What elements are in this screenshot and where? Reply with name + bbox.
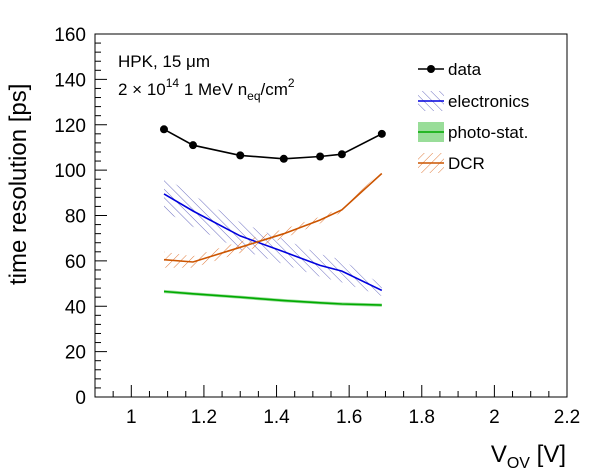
annotation-mid: 1 MeV n	[179, 80, 247, 99]
x-tick-label: 1.6	[336, 407, 362, 428]
legend-item-photo-stat: photo-stat.	[418, 122, 528, 142]
y-tick-labels: 0 20 40 60 80 100 120 140 160	[54, 25, 86, 409]
x-tick-label: 1.2	[191, 407, 217, 428]
legend-label-dcr: DCR	[448, 154, 485, 173]
x-tick-label: 2	[489, 407, 500, 428]
legend-label-photo-stat: photo-stat.	[448, 123, 528, 142]
annotation-line2: 2 × 1014 1 MeV neq/cm2	[118, 76, 295, 103]
x-tick-label: 1.8	[409, 407, 435, 428]
x-tick-label: 1.4	[263, 407, 290, 428]
x-tick-label: 2.2	[554, 407, 580, 428]
x-tick-label: 1	[126, 407, 137, 428]
data-point-data	[189, 141, 198, 150]
legend: data electronics photo-stat. DCR	[418, 60, 529, 173]
y-tick-label: 40	[65, 297, 86, 318]
data-point-data	[316, 152, 325, 161]
annotation-line1: HPK, 15 μm	[118, 52, 210, 71]
legend-marker-data	[427, 65, 435, 73]
annotation-exp: 14	[166, 76, 180, 90]
series-line-photo-stat	[163, 290, 382, 306]
y-tick-label: 0	[75, 388, 86, 409]
x-axis-title-unit: [V]	[530, 441, 566, 468]
data-point-data	[236, 151, 245, 160]
x-axis-title-sub: OV	[507, 455, 530, 472]
series-line-dcr	[163, 172, 383, 263]
y-tick-label: 160	[54, 25, 86, 46]
legend-label-data: data	[448, 60, 482, 79]
series-layer	[159, 125, 386, 307]
legend-item-electronics: electronics	[418, 91, 529, 111]
x-tick-labels: 1 1.2 1.4 1.6 1.8 2 2.2	[126, 407, 580, 428]
legend-item-dcr: DCR	[418, 153, 485, 173]
band-dcr	[164, 171, 382, 268]
annotation-unit-exp: 2	[288, 76, 295, 90]
y-tick-label: 120	[54, 116, 86, 137]
annotation-unit: /cm	[261, 80, 288, 99]
y-tick-label: 80	[65, 207, 86, 228]
data-point-data	[159, 125, 168, 134]
x-axis-title-main: V	[491, 441, 507, 468]
axis-ticks	[94, 33, 568, 398]
annotation-sub: eq	[247, 89, 260, 103]
data-point-data	[279, 154, 288, 163]
data-point-data	[377, 129, 386, 138]
y-tick-label: 20	[65, 343, 86, 364]
annotation-prefix: 2 × 10	[118, 80, 166, 99]
x-axis-title: VOV [V]	[491, 441, 566, 472]
y-tick-label: 60	[65, 252, 86, 273]
legend-item-data: data	[418, 60, 482, 79]
y-axis-title: time resolution [ps]	[5, 84, 32, 285]
data-point-data	[337, 150, 346, 159]
y-tick-label: 100	[54, 161, 86, 182]
legend-label-electronics: electronics	[448, 92, 529, 111]
series-line-electronics	[163, 193, 383, 292]
y-tick-label: 140	[54, 70, 86, 91]
